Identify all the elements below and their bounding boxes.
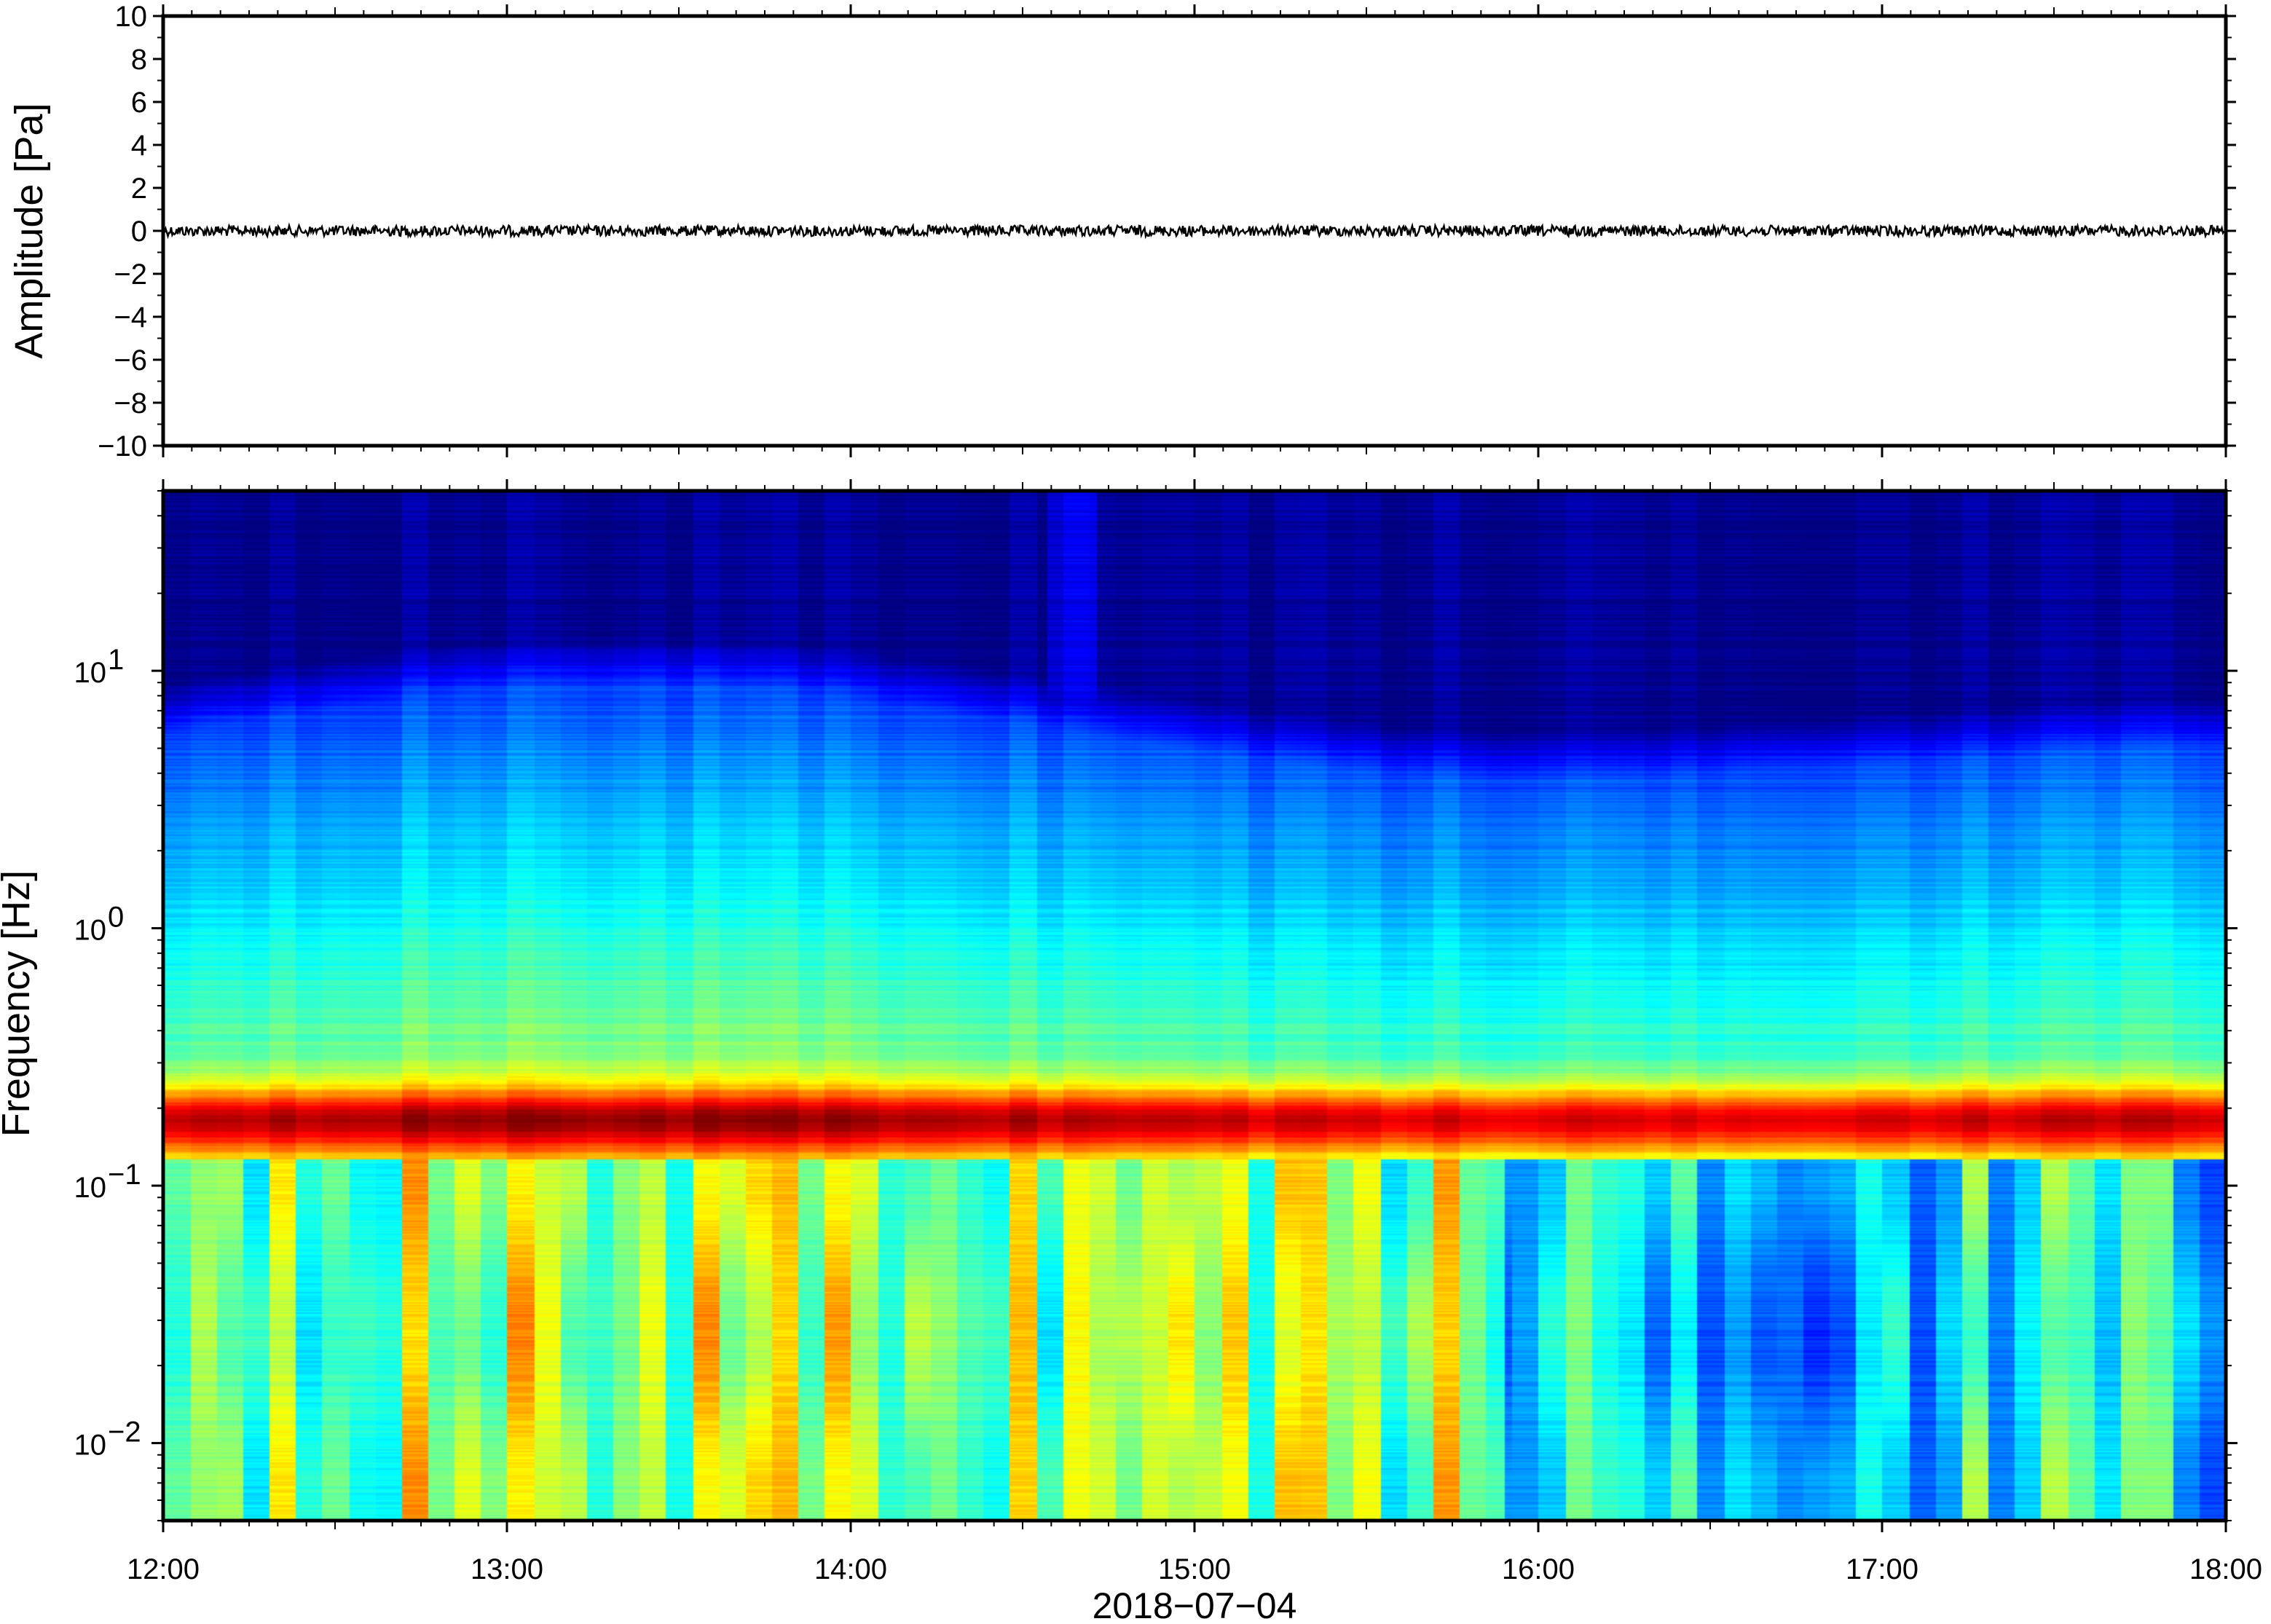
time-tick-label: 18:00 — [2189, 1553, 2262, 1585]
waveform-y-tick-label: 2 — [131, 173, 147, 205]
waveform-y-tick-label: 10 — [115, 1, 148, 33]
time-axis: 12:00 13:00 14:00 15:00 16:00 17:00 18:00 — [127, 4, 2262, 1585]
waveform-y-tick-label: 0 — [131, 216, 147, 248]
frequency-tick-exponent: −2 — [108, 1416, 141, 1448]
waveform-y-tick-label: 8 — [131, 44, 147, 76]
time-tick-label: 16:00 — [1502, 1553, 1575, 1585]
frequency-tick-label: 10 — [74, 657, 107, 689]
waveform-y-tick-label: −10 — [98, 430, 147, 462]
waveform-y-tick-label: −2 — [114, 259, 147, 291]
spectrogram-image — [163, 491, 2226, 1521]
date-axis-label: 2018−07−04 — [1093, 1585, 1297, 1624]
frequency-tick-label: 10 — [74, 1172, 107, 1204]
time-tick-label: 12:00 — [127, 1553, 200, 1585]
waveform-y-axis-label: Amplitude [Pa] — [7, 103, 51, 358]
frequency-tick-exponent: 1 — [108, 644, 124, 676]
spectrogram-y-axis-label: Frequency [Hz] — [0, 870, 38, 1137]
waveform-y-tick-label: −6 — [114, 344, 147, 377]
waveform-trace — [163, 222, 2225, 240]
time-tick-label: 15:00 — [1158, 1553, 1231, 1585]
waveform-y-tick-label: −4 — [114, 301, 147, 334]
time-tick-label: 14:00 — [814, 1553, 887, 1585]
waveform-y-tick-label: −8 — [114, 387, 147, 419]
frequency-tick-exponent: −1 — [108, 1159, 141, 1191]
time-tick-label: 17:00 — [1846, 1553, 1918, 1585]
waveform-y-tick-label: 4 — [131, 130, 147, 162]
spectrogram-frame — [161, 489, 2228, 1523]
frequency-tick-label: 10 — [74, 915, 107, 947]
time-tick-label: 13:00 — [471, 1553, 543, 1585]
frequency-tick-exponent: 0 — [108, 902, 124, 934]
frequency-tick-label: 10 — [74, 1430, 107, 1462]
waveform-y-tick-label: 6 — [131, 87, 147, 119]
